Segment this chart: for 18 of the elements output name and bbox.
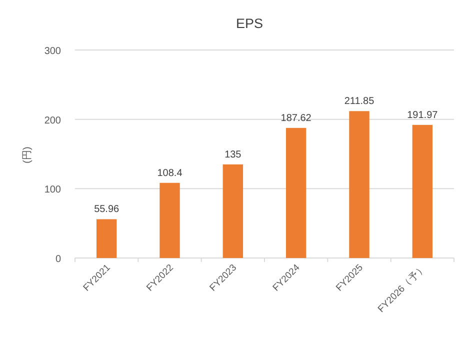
y-tick-label: 100 [44, 184, 62, 196]
data-label: 55.96 [94, 204, 120, 216]
chart-title: EPS [236, 16, 264, 31]
y-tick-label: 300 [44, 46, 62, 57]
y-tick-label: 200 [44, 115, 62, 126]
bar [160, 182, 180, 258]
bar [412, 124, 433, 258]
bar [286, 128, 306, 258]
bar [349, 111, 370, 258]
bar [222, 164, 244, 258]
data-label: 187.62 [280, 112, 312, 124]
bar [96, 219, 117, 258]
y-axis-title: (円) [22, 146, 33, 164]
data-label: 108.4 [157, 168, 183, 179]
data-label: 191.97 [407, 110, 438, 121]
data-label: 211.85 [344, 96, 375, 108]
data-label: 135 [224, 149, 242, 160]
y-tick-label: 0 [55, 254, 62, 265]
